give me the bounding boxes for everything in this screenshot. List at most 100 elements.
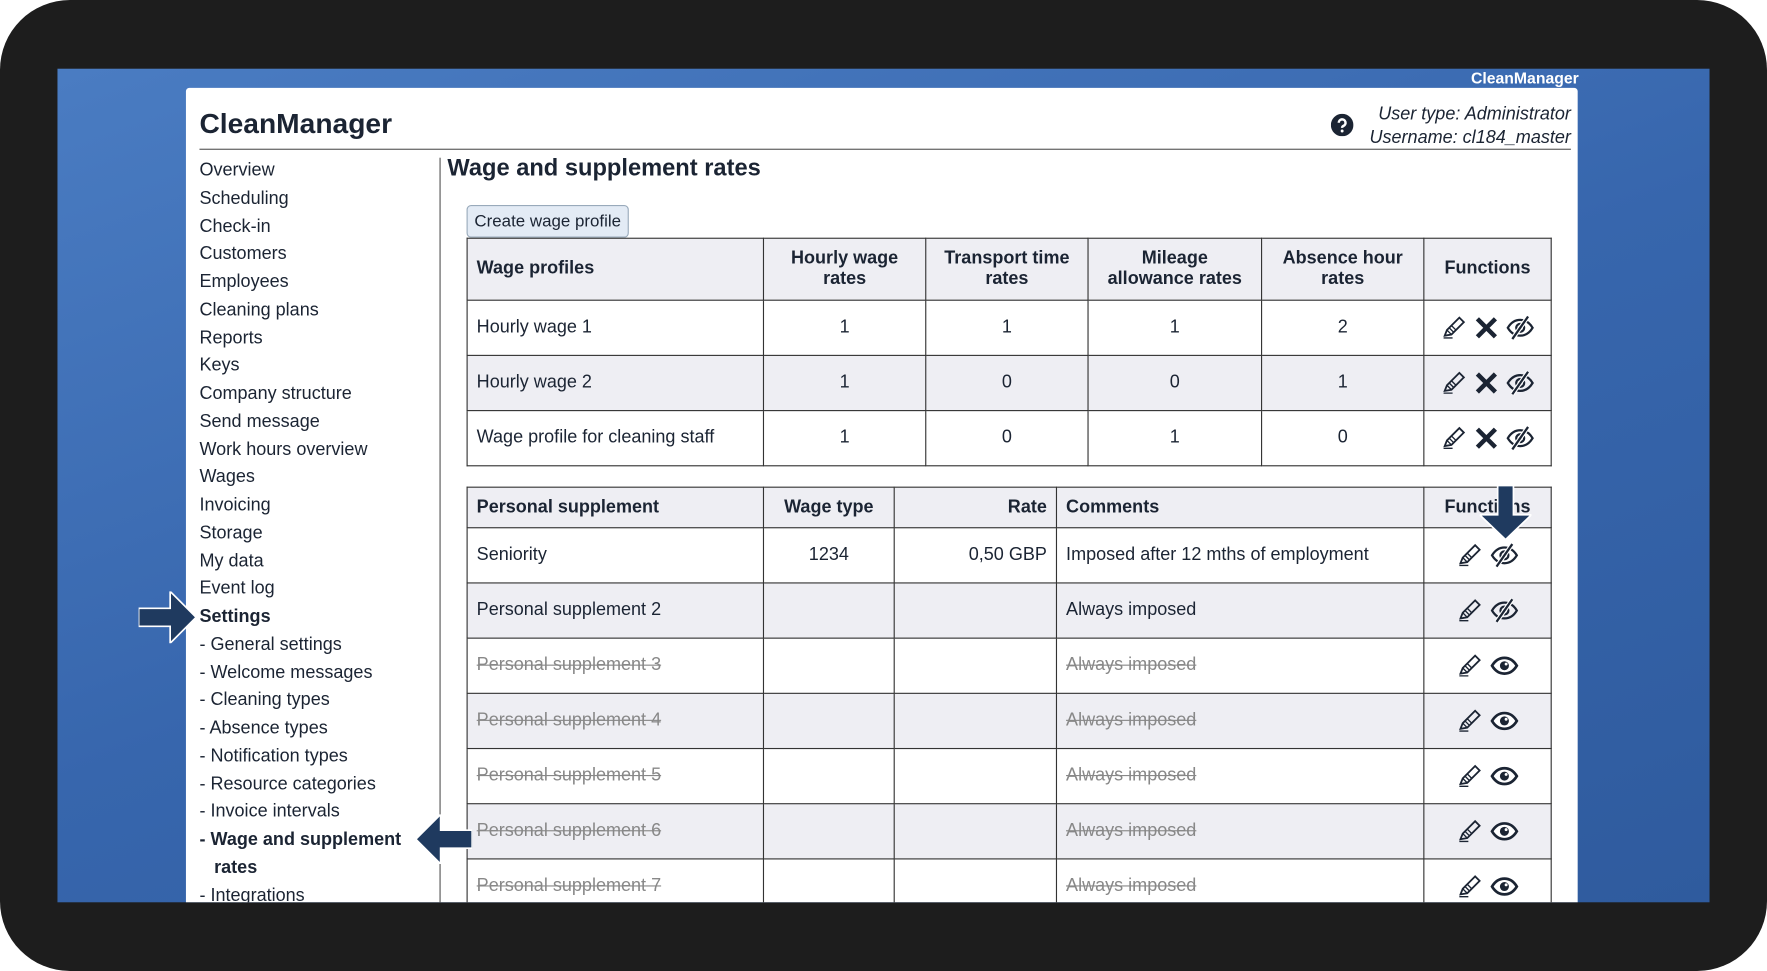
nav-item[interactable]: Invoicing xyxy=(199,495,271,515)
functions-cell xyxy=(1423,692,1552,750)
cell-text: Always imposed xyxy=(1066,821,1197,841)
edit-icon[interactable] xyxy=(1456,597,1483,624)
show-icon[interactable] xyxy=(1490,873,1519,900)
nav-item[interactable]: - Absence types xyxy=(199,718,328,738)
edit-icon[interactable] xyxy=(1456,542,1483,569)
cell-text: Personal supplement 2 xyxy=(476,600,662,620)
cell xyxy=(893,858,1058,903)
arrow-down xyxy=(1479,485,1532,540)
hide-icon[interactable] xyxy=(1490,542,1519,569)
cell: Personal supplement 4 xyxy=(466,692,765,750)
nav-item[interactable]: My data xyxy=(199,551,264,571)
nav-item[interactable]: Wages xyxy=(199,467,255,487)
cell xyxy=(893,582,1058,639)
nav-item[interactable]: Work hours overview xyxy=(199,439,368,460)
header-row: Personal supplement Wage type Rate Comments… xyxy=(466,486,1552,529)
cell xyxy=(893,637,1058,694)
edit-icon[interactable] xyxy=(1440,425,1467,452)
edit-icon[interactable] xyxy=(1456,763,1483,790)
table-row: Personal supplement 6 Always imposed xyxy=(466,803,1552,860)
nav-item[interactable]: Customers xyxy=(199,244,287,264)
edit-icon[interactable] xyxy=(1440,314,1467,341)
cell: Wage profile for cleaning staff xyxy=(466,410,765,467)
cell: 0 xyxy=(1261,410,1425,467)
functions-cell xyxy=(1423,747,1552,805)
column-header: Transport time rates xyxy=(925,237,1089,301)
nav-item[interactable]: Keys xyxy=(199,356,240,376)
cell: Always imposed xyxy=(1055,858,1425,903)
create-button[interactable]: Create wage profile xyxy=(466,205,629,238)
hide-icon[interactable] xyxy=(1506,369,1535,396)
nav-item[interactable]: Cleaning plans xyxy=(199,300,319,320)
nav-item[interactable]: - Integrations xyxy=(199,885,305,903)
nav-item[interactable]: - Resource categories xyxy=(199,774,376,794)
del-icon[interactable] xyxy=(1474,426,1499,451)
functions-cell xyxy=(1423,354,1552,412)
table-row: Seniority 1234 0,50 GBP Imposed after 12 mt… xyxy=(466,527,1552,584)
nav-item[interactable]: - Cleaning types xyxy=(199,690,330,710)
edit-icon[interactable] xyxy=(1456,818,1483,845)
edit-icon[interactable] xyxy=(1440,369,1467,396)
divider xyxy=(199,148,1571,150)
cell-text: Seniority xyxy=(476,545,547,565)
table-row: Wage profile for cleaning staff 1 0 1 0 xyxy=(466,410,1552,467)
cell: Always imposed xyxy=(1055,747,1425,805)
cell-text: Always imposed xyxy=(1066,600,1197,620)
nav-item[interactable]: Overview xyxy=(199,161,275,181)
cell: 1 xyxy=(1087,410,1263,467)
nav-item[interactable]: Event log xyxy=(199,579,275,599)
cell-text: Personal supplement 7 xyxy=(476,876,662,896)
column-header: Absence hour rates xyxy=(1261,237,1425,301)
cell xyxy=(893,692,1058,750)
cell: 1 xyxy=(762,410,927,467)
cell: 0 xyxy=(925,354,1089,412)
show-icon[interactable] xyxy=(1490,652,1519,679)
nav-item[interactable]: Employees xyxy=(199,272,289,292)
nav-item[interactable]: Scheduling xyxy=(199,188,289,209)
cell: Always imposed xyxy=(1055,692,1425,750)
sidebar-nav: Overview Scheduling Check-in Customers Emplo… xyxy=(199,158,436,903)
nav-item[interactable]: Storage xyxy=(199,523,263,543)
show-icon[interactable] xyxy=(1490,763,1519,790)
hide-icon[interactable] xyxy=(1506,425,1535,452)
nav-item[interactable]: - Wage and supplement rates xyxy=(199,830,402,878)
functions-cell xyxy=(1423,410,1552,467)
nav-item[interactable]: - Notification types xyxy=(199,746,348,766)
nav-item[interactable]: - Invoice intervals xyxy=(199,802,340,822)
nav-item[interactable]: - General settings xyxy=(199,635,342,655)
edit-icon[interactable] xyxy=(1456,707,1483,734)
del-icon[interactable] xyxy=(1474,315,1499,340)
help-icon[interactable] xyxy=(1330,113,1354,137)
column-header: Hourly wage rates xyxy=(762,237,927,301)
hide-icon[interactable] xyxy=(1506,314,1535,341)
hide-icon[interactable] xyxy=(1490,597,1519,624)
nav-item[interactable]: Check-in xyxy=(199,216,271,236)
app-panel: CleanManager User type: Administrator Us… xyxy=(185,87,1578,903)
edit-icon[interactable] xyxy=(1456,873,1483,900)
nav-item[interactable]: Send message xyxy=(199,411,320,432)
functions-cell xyxy=(1423,637,1552,694)
show-icon[interactable] xyxy=(1490,818,1519,845)
username: Username: cl184_master xyxy=(1369,128,1571,148)
table-row: Personal supplement 2 Always imposed xyxy=(466,582,1552,639)
show-icon[interactable] xyxy=(1490,707,1519,734)
nav-item[interactable]: Settings xyxy=(199,607,271,627)
nav-item[interactable]: Reports xyxy=(199,328,263,348)
cell-text: Imposed after 12 mths of employment xyxy=(1066,545,1369,565)
arrow-right xyxy=(138,591,198,644)
cell: 1 xyxy=(1261,354,1425,412)
cell xyxy=(762,582,895,639)
del-icon[interactable] xyxy=(1474,371,1499,396)
functions-cell xyxy=(1423,582,1552,639)
nav-item[interactable]: - Welcome messages xyxy=(199,662,373,683)
edit-icon[interactable] xyxy=(1456,652,1483,679)
column-header: Comments xyxy=(1055,486,1425,529)
cell-text: Personal supplement 4 xyxy=(476,710,662,730)
functions-cell xyxy=(1423,299,1552,356)
table-row: Personal supplement 7 Always imposed xyxy=(466,858,1552,903)
nav-item[interactable]: Company structure xyxy=(199,384,352,404)
cell-text: 0,50 GBP xyxy=(968,545,1047,565)
